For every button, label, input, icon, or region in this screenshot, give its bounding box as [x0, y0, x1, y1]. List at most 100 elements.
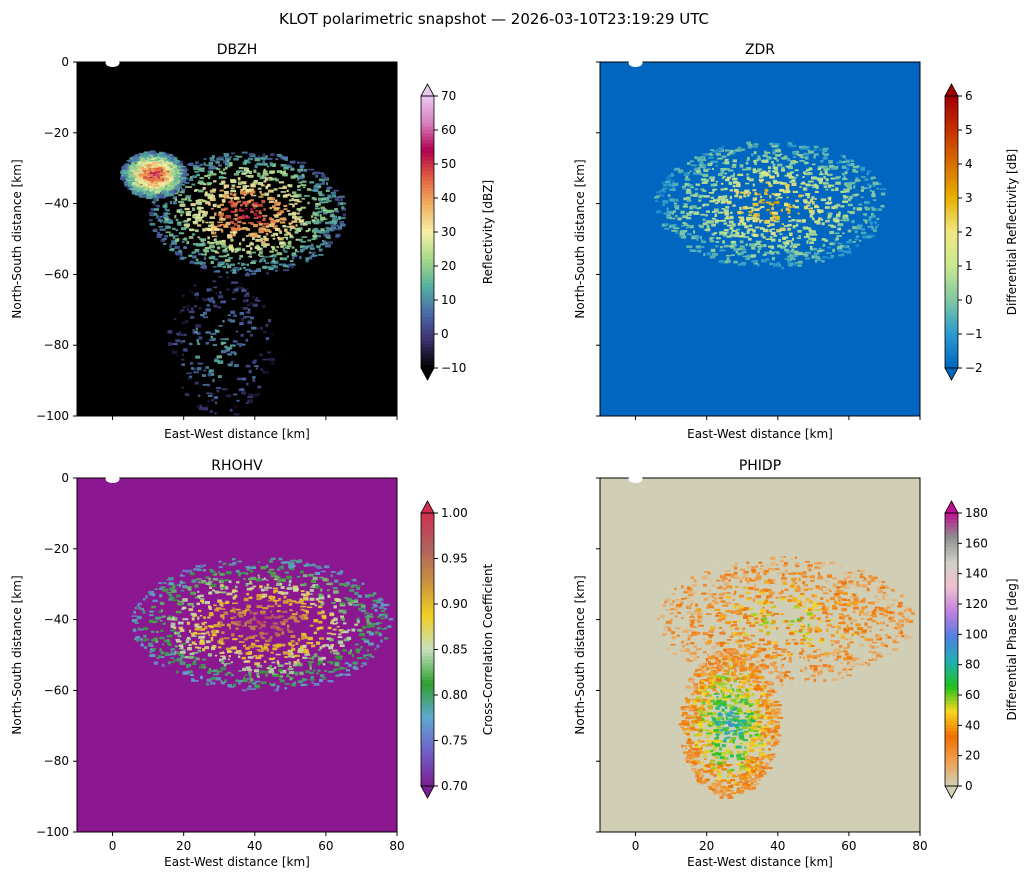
- colorbar-tick-label: 60: [441, 123, 456, 137]
- colorbar: −10 0 10 20 30 40 50 60 70 Reflectivity [dBZ]: [420, 83, 495, 381]
- colorbar-tick-label: 40: [965, 718, 980, 732]
- colorbar-tick-label: 60: [965, 688, 980, 702]
- y-axis-label: North-South distance [km]: [10, 159, 24, 318]
- colorbar-tick-label: 2: [965, 225, 973, 239]
- colorbar-tick-label: 80: [965, 658, 980, 672]
- radar-site-marker: [105, 59, 120, 67]
- colorbar-tick-label: 0.80: [441, 688, 468, 702]
- colorbar-tick-label: 10: [441, 293, 456, 307]
- x-tick-label: 20: [699, 839, 714, 853]
- x-tick-label: 60: [318, 839, 333, 853]
- y-tick-label: −100: [36, 825, 69, 839]
- colorbar: −2 −1 0 1 2 3 4 5 6 Differential Reflectivity [dB…: [944, 83, 1019, 381]
- panel-title: RHOHV: [211, 458, 263, 474]
- colorbar-tick-label: 6: [965, 89, 973, 103]
- feature-high-correlation-region: [131, 557, 394, 692]
- panel-dbzh: DBZH East-West distance [km] 0 −20 −40 −60 −80…: [10, 42, 495, 441]
- panel-title: DBZH: [217, 42, 258, 58]
- colorbar-tick-label: 1: [965, 259, 973, 273]
- plot-frame: [76, 61, 398, 417]
- y-tick-label: −20: [44, 126, 69, 140]
- colorbar-label: Differential Reflectivity [dB]: [1005, 149, 1019, 315]
- colorbar-extend-min: [420, 367, 435, 381]
- x-axis-label: East-West distance [km]: [164, 427, 310, 441]
- x-tick-label: 0: [632, 839, 640, 853]
- panel-title: ZDR: [745, 42, 775, 58]
- x-tick-label: 20: [176, 839, 191, 853]
- radar-site-marker: [628, 59, 643, 67]
- colorbar-extend-min: [420, 785, 435, 799]
- colorbar-tick-label: 70: [441, 89, 456, 103]
- colorbar-extend-max: [944, 83, 959, 97]
- colorbar-tick-label: 100: [965, 627, 988, 641]
- colorbar-tick-label: 1.00: [441, 506, 468, 520]
- feature-stratiform-core: [148, 151, 347, 277]
- radar-field: [131, 557, 394, 692]
- radar-field: [656, 556, 915, 799]
- feature-positive-ZDR-region: [654, 141, 887, 270]
- colorbar-tick-label: 160: [965, 536, 988, 550]
- colorbar-tick-label: 0: [441, 327, 449, 341]
- colorbar-tick-label: 30: [441, 225, 456, 239]
- plot-background: [77, 62, 397, 416]
- y-axis-label: North-South distance [km]: [573, 575, 587, 734]
- radar-site-marker: [105, 475, 120, 483]
- colorbar: 0 20 40 60 80 100 120 140 160 180 Differential Pha…: [944, 500, 1019, 799]
- plot-frame: [599, 477, 921, 833]
- colorbar-tick-label: 0: [965, 779, 973, 793]
- radar-site-marker: [628, 475, 643, 483]
- x-axis-label: East-West distance [km]: [687, 855, 833, 869]
- plot-background: [600, 62, 920, 416]
- x-tick-label: 80: [912, 839, 927, 853]
- y-tick-label: −20: [44, 542, 69, 556]
- colorbar-tick-label: −10: [441, 361, 466, 375]
- y-axis-label: North-South distance [km]: [10, 575, 24, 734]
- panel-phidp: PHIDP 0 20 40 60 80 East-West distance [km] Nor…: [573, 458, 1019, 869]
- colorbar-tick-label: −2: [965, 361, 983, 375]
- colorbar-tick-label: 0.85: [441, 643, 468, 657]
- x-axis-label: East-West distance [km]: [164, 855, 310, 869]
- x-tick-label: 0: [109, 839, 117, 853]
- colorbar-tick-label: 3: [965, 191, 973, 205]
- colorbar-label: Cross-Correlation Coefficient: [481, 563, 495, 735]
- x-tick-label: 40: [247, 839, 262, 853]
- panel-rhohv: RHOHV 0 20 40 60 80 East-West distance [km] 0 −2…: [10, 458, 495, 869]
- colorbar-tick-label: 0.70: [441, 779, 468, 793]
- figure-title: KLOT polarimetric snapshot — 2026-03-10T…: [279, 10, 709, 28]
- radar-field: [654, 141, 887, 270]
- colorbar-extend-max: [944, 500, 959, 514]
- colorbar-label: Differential Phase [deg]: [1005, 578, 1019, 720]
- x-tick-label: 40: [770, 839, 785, 853]
- plot-frame: [76, 477, 398, 833]
- y-tick-label: −40: [44, 613, 69, 627]
- colorbar-extend-max: [420, 500, 435, 514]
- colorbar-tick-label: 140: [965, 567, 988, 581]
- colorbar-tick-label: 0.95: [441, 552, 468, 566]
- colorbar-tick-label: 20: [965, 749, 980, 763]
- panel-zdr: ZDR East-West distance [km] North-South di…: [573, 42, 1019, 441]
- colorbar-tick-label: 0: [965, 293, 973, 307]
- feature-outflow: [166, 276, 275, 416]
- panel-title: PHIDP: [739, 458, 781, 474]
- feature-cell-cluster: [120, 150, 189, 200]
- y-tick-label: 0: [61, 55, 69, 69]
- colorbar-tick-label: −1: [965, 327, 983, 341]
- y-tick-label: −80: [44, 754, 69, 768]
- colorbar-extend-min: [944, 785, 959, 799]
- plot-frame: [599, 61, 921, 417]
- colorbar: 0.70 0.75 0.80 0.85 0.90 0.95 1.00 Cross-Correl…: [420, 500, 495, 799]
- y-axis-label: North-South distance [km]: [573, 159, 587, 318]
- colorbar-extend-min: [944, 367, 959, 381]
- colorbar-extend-max: [420, 83, 435, 97]
- colorbar-tick-label: 20: [441, 259, 456, 273]
- x-tick-label: 60: [841, 839, 856, 853]
- colorbar-tick-label: 120: [965, 597, 988, 611]
- y-tick-label: −60: [44, 683, 69, 697]
- colorbar-tick-label: 50: [441, 157, 456, 171]
- plot-background: [77, 478, 397, 832]
- colorbar-tick-label: 5: [965, 123, 973, 137]
- y-tick-label: −60: [44, 267, 69, 281]
- y-tick-label: −100: [36, 409, 69, 423]
